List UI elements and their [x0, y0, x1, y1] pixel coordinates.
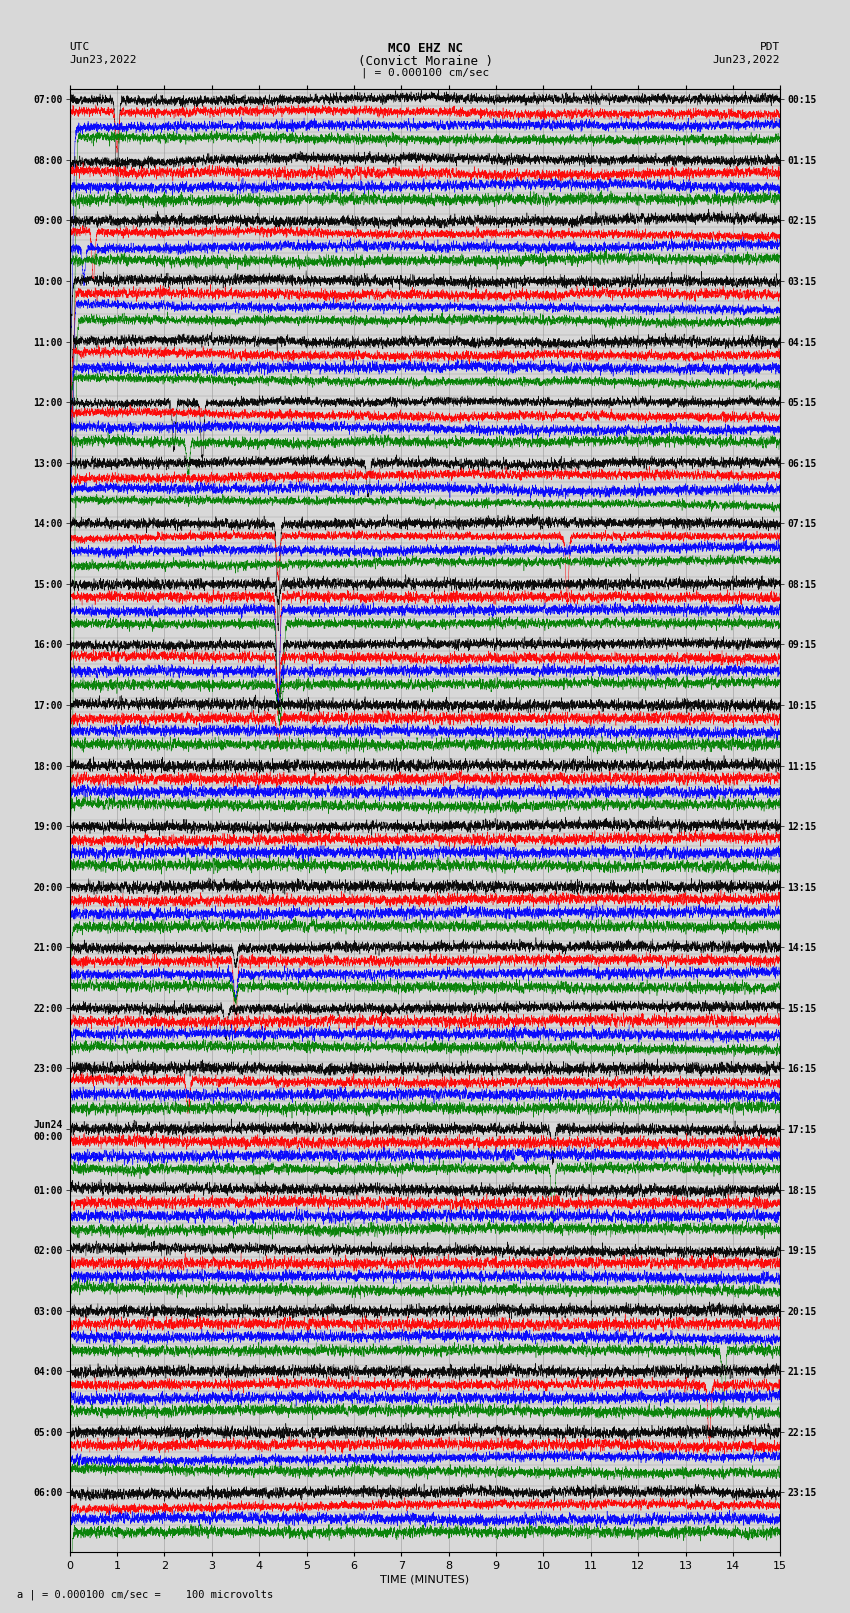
Text: PDT: PDT: [760, 42, 780, 52]
Text: | = 0.000100 cm/sec: | = 0.000100 cm/sec: [361, 68, 489, 79]
Text: MCO EHZ NC: MCO EHZ NC: [388, 42, 462, 55]
Text: Jun23,2022: Jun23,2022: [713, 55, 780, 65]
Text: a | = 0.000100 cm/sec =    100 microvolts: a | = 0.000100 cm/sec = 100 microvolts: [17, 1589, 273, 1600]
X-axis label: TIME (MINUTES): TIME (MINUTES): [381, 1574, 469, 1586]
Text: Jun23,2022: Jun23,2022: [70, 55, 137, 65]
Text: UTC: UTC: [70, 42, 90, 52]
Text: (Convict Moraine ): (Convict Moraine ): [358, 55, 492, 68]
